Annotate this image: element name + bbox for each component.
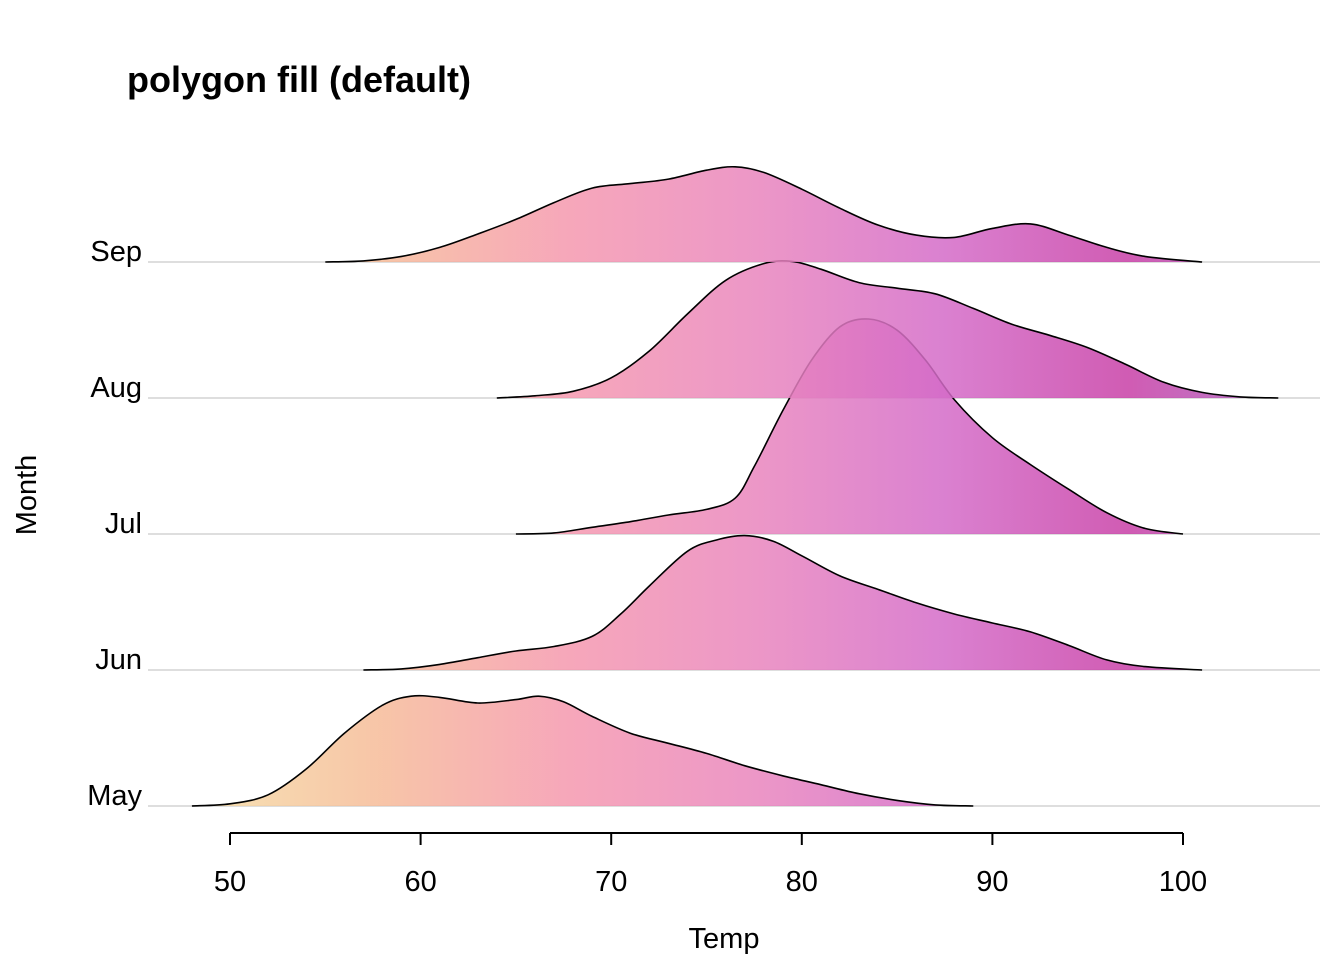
ridge-outline-sep — [325, 165, 1203, 263]
x-tick-label-100: 100 — [1159, 866, 1207, 898]
x-tick-label-70: 70 — [595, 866, 627, 898]
month-label-jun: Jun — [95, 644, 142, 676]
month-labels: May Jun Jul Aug Sep — [87, 236, 142, 812]
ridge-outline-jun — [363, 534, 1203, 671]
x-axis-title: Temp — [689, 923, 760, 955]
x-tick-label-60: 60 — [404, 866, 436, 898]
x-tick-label-50: 50 — [214, 866, 246, 898]
ridge-outline-may — [191, 694, 974, 807]
month-label-jul: Jul — [105, 508, 142, 540]
chart-title: polygon fill (default) — [127, 59, 471, 100]
ridge-fill-jun — [363, 535, 1203, 670]
month-label-sep: Sep — [90, 236, 142, 268]
y-axis-title: Month — [11, 455, 43, 536]
ridge-fill-jul — [515, 318, 1183, 534]
x-axis: 50 60 70 80 90 100 — [214, 832, 1207, 898]
ridge-fill-aug — [496, 260, 1279, 398]
ridge-fill-may — [191, 695, 974, 806]
month-label-aug: Aug — [90, 372, 142, 404]
ridges — [191, 165, 1279, 807]
month-label-may: May — [87, 780, 142, 812]
x-tick-label-90: 90 — [976, 866, 1008, 898]
ridge-outline-aug — [496, 260, 1279, 399]
x-tick-label-80: 80 — [786, 866, 818, 898]
ridge-fill-sep — [325, 166, 1203, 262]
